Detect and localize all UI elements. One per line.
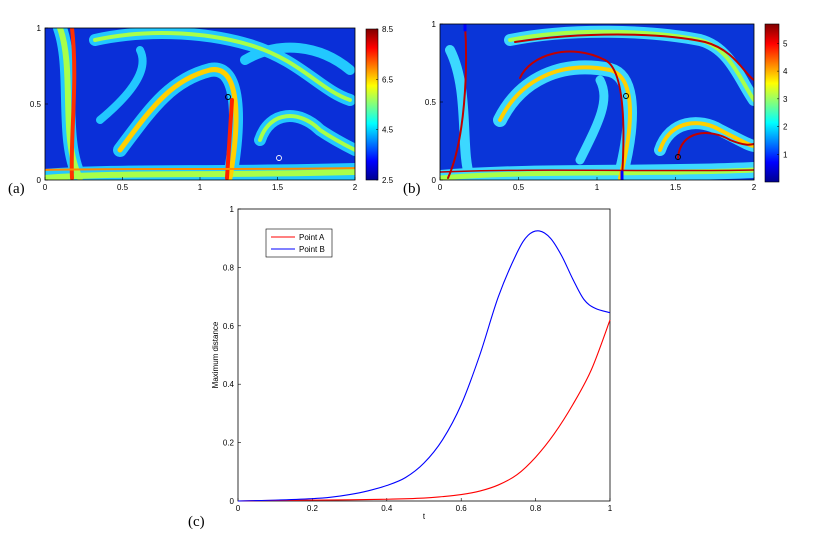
legend-label-point-b: Point B xyxy=(299,245,325,254)
x-tick-label: 1 xyxy=(595,183,600,192)
series-line-point-a xyxy=(237,319,611,502)
colorbar-tick-label: 8.5 xyxy=(382,25,394,34)
x-tick-label: 0.8 xyxy=(530,504,542,513)
colorbar-a xyxy=(365,28,379,181)
y-tick-label: 0.5 xyxy=(425,98,437,107)
x-tick-label: 1.5 xyxy=(272,183,284,192)
colorbar-tick-label: 6.5 xyxy=(382,75,394,84)
y-tick-label: 0 xyxy=(432,176,437,185)
colorbar-tick-label: 5 xyxy=(783,39,788,48)
colorbar-b xyxy=(764,23,780,183)
y-tick-label: 0 xyxy=(37,176,42,185)
heatmap-b xyxy=(440,24,754,180)
axis-ticks-c: 0 0.2 0.4 0.6 0.8 1 0 0.2 0.4 0.6 0.8 1 xyxy=(223,205,613,513)
x-tick-label: 0 xyxy=(438,183,443,192)
y-tick-label: 0.4 xyxy=(223,380,235,389)
y-axis-label: Maximum distance xyxy=(211,321,220,388)
colorbar-tick-label: 2 xyxy=(783,123,788,132)
y-tick-label: 0 xyxy=(230,497,235,506)
colorbar-ticks-b: 1 2 3 4 5 xyxy=(777,39,788,159)
series-lines xyxy=(237,230,611,502)
series-line-point-b xyxy=(237,230,611,502)
colorbar-tick-label: 3 xyxy=(783,95,788,104)
colorbar-tick-label: 4 xyxy=(783,67,788,76)
legend: Point A Point B xyxy=(265,228,333,258)
y-tick-label: 1 xyxy=(37,24,42,33)
x-tick-label: 0 xyxy=(236,504,241,513)
legend-label-point-a: Point A xyxy=(299,233,325,242)
x-tick-label: 2 xyxy=(752,183,757,192)
x-tick-label: 0.5 xyxy=(513,183,525,192)
colorbar-tick-label: 1 xyxy=(783,150,788,159)
heatmap-a xyxy=(45,28,355,180)
marker-point-a xyxy=(225,94,231,100)
panel-label-a: (a) xyxy=(8,181,25,197)
axis-ticks-b: 0 0.5 1 1.5 2 0 0.5 1 xyxy=(425,20,757,192)
y-tick-label: 0.5 xyxy=(30,100,42,109)
panel-label-b: (b) xyxy=(403,181,421,197)
y-tick-label: 0.6 xyxy=(223,322,235,331)
colorbar-ticks-a: 2.5 4.5 6.5 8.5 xyxy=(376,25,394,185)
colorbar-tick-label: 2.5 xyxy=(382,176,394,185)
marker-point-b xyxy=(276,155,282,161)
panel-b: 0 0.5 1 1.5 2 0 0.5 1 1 2 3 4 5 (b) xyxy=(403,20,788,197)
x-tick-label: 2 xyxy=(353,183,358,192)
x-tick-label: 0.5 xyxy=(117,183,129,192)
y-tick-label: 0.2 xyxy=(223,439,235,448)
marker-point-a xyxy=(623,93,629,99)
marker-point-b xyxy=(675,154,681,160)
y-tick-label: 1 xyxy=(432,20,437,29)
x-tick-label: 1 xyxy=(198,183,203,192)
y-tick-label: 1 xyxy=(230,205,235,214)
x-axis-label: t xyxy=(423,512,426,521)
panel-c: 0 0.2 0.4 0.6 0.8 1 0 0.2 0.4 0.6 0.8 1 Point A Poi… xyxy=(188,205,613,530)
x-tick-label: 0 xyxy=(43,183,48,192)
panel-label-c: (c) xyxy=(188,514,205,530)
colorbar-tick-label: 4.5 xyxy=(382,126,394,135)
plot-frame-c xyxy=(237,208,611,502)
x-tick-label: 0.2 xyxy=(307,504,319,513)
axis-ticks-a: 0 0.5 1 1.5 2 0 0.5 1 xyxy=(30,24,358,192)
x-tick-label: 0.4 xyxy=(381,504,393,513)
x-tick-label: 1 xyxy=(608,504,613,513)
x-tick-label: 1.5 xyxy=(670,183,682,192)
x-tick-label: 0.6 xyxy=(456,504,468,513)
panel-a: 0 0.5 1 1.5 2 0 0.5 1 2.5 4.5 6.5 8.5 (a) xyxy=(8,24,394,197)
y-tick-label: 0.8 xyxy=(223,263,235,272)
legend-box xyxy=(265,228,333,258)
